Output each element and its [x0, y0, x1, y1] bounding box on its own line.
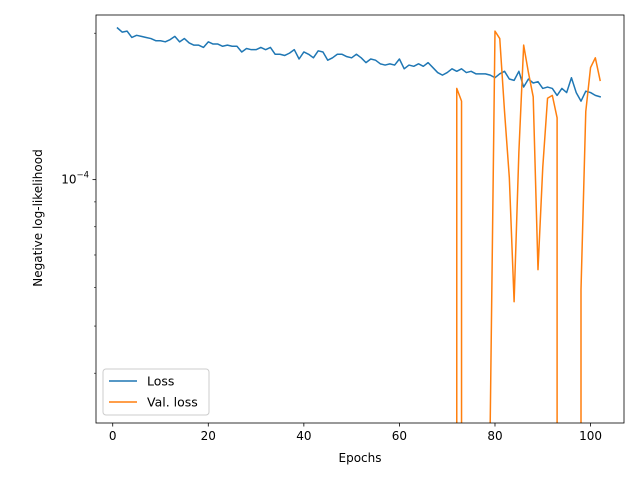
x-tick-label: 100 [579, 429, 602, 443]
x-tick-label: 60 [392, 429, 407, 443]
x-tick-label: 40 [296, 429, 311, 443]
series-line-2-segment-2 [489, 30, 558, 423]
x-tick-label: 20 [201, 429, 216, 443]
series-line-1 [116, 26, 602, 102]
legend-label-2: Val. loss [147, 395, 198, 410]
x-tick-label: 0 [109, 429, 117, 443]
legend-label-1: Loss [147, 374, 174, 389]
series-line-2-segment-3 [580, 57, 601, 423]
series-line-2-segment-1 [456, 87, 463, 423]
y-tick-label: 10−4 [61, 171, 89, 187]
x-axis-label: Epochs [339, 451, 382, 465]
legend: Loss Val. loss [102, 368, 210, 416]
y-axis-label: Negative log-likelihood [31, 149, 45, 286]
plot-frame [95, 14, 625, 424]
x-tick-label: 80 [487, 429, 502, 443]
